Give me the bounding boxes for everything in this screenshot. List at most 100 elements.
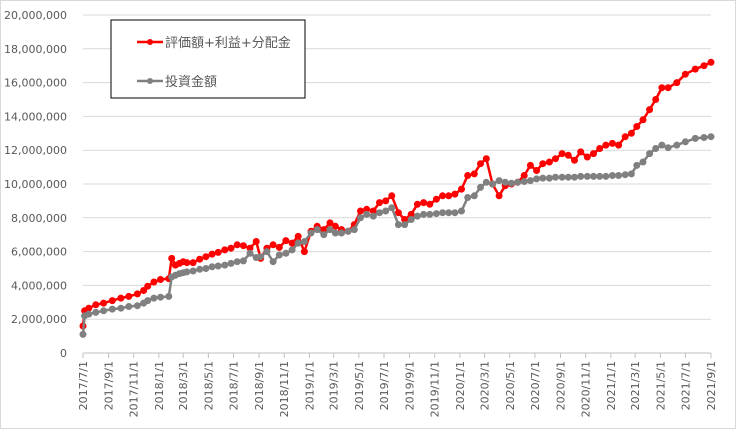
data-point	[700, 62, 708, 70]
y-tick-label: 20,000,000	[4, 9, 67, 22]
data-point	[357, 214, 364, 222]
x-tick-label: 2020/7/1	[529, 361, 542, 410]
y-tick-label: 12,000,000	[4, 144, 67, 157]
y-tick-label: 0	[60, 347, 67, 360]
data-point	[664, 84, 672, 92]
data-point	[627, 170, 635, 178]
data-point	[144, 282, 152, 290]
data-point	[564, 151, 572, 159]
data-point	[227, 244, 235, 252]
data-point	[239, 257, 247, 265]
data-point	[376, 199, 383, 207]
data-point	[144, 297, 152, 305]
data-point	[214, 262, 222, 270]
data-point	[495, 192, 503, 200]
data-point	[507, 179, 515, 187]
data-point	[501, 178, 509, 186]
x-tick-label: 2017/9/1	[103, 361, 116, 410]
data-point	[150, 278, 158, 286]
data-point	[545, 174, 553, 182]
data-point	[571, 156, 578, 164]
data-point	[608, 139, 616, 147]
y-tick-label: 10,000,000	[4, 178, 67, 191]
data-point	[394, 221, 402, 229]
data-point	[394, 209, 402, 217]
data-point	[426, 210, 434, 218]
data-point	[263, 248, 271, 256]
data-point	[208, 250, 216, 258]
data-point	[673, 141, 681, 149]
x-tick-label: 2020/3/1	[479, 361, 492, 410]
data-point	[183, 268, 191, 276]
data-point	[100, 307, 108, 315]
data-point	[621, 133, 629, 141]
data-point	[577, 172, 585, 180]
data-point	[583, 172, 591, 180]
data-point	[239, 242, 247, 250]
y-tick-label: 18,000,000	[4, 43, 67, 56]
data-point	[652, 145, 660, 152]
data-point	[489, 180, 496, 188]
data-point	[252, 238, 260, 245]
x-tick-label: 2021/3/1	[629, 361, 642, 410]
x-tick-label: 2020/1/1	[454, 361, 467, 410]
data-point	[707, 58, 715, 66]
data-point	[165, 292, 173, 300]
data-point	[646, 150, 654, 158]
data-point	[344, 227, 352, 235]
data-point	[196, 255, 204, 263]
x-tick-label: 2018/5/1	[202, 361, 215, 410]
data-point	[288, 246, 296, 254]
data-point	[282, 249, 290, 257]
data-point	[202, 265, 210, 272]
x-tick-label: 2017/11/1	[128, 361, 141, 417]
data-point	[615, 141, 623, 149]
legend-swatch-marker	[147, 39, 153, 45]
data-point	[615, 172, 623, 179]
data-point	[445, 192, 453, 200]
data-point	[300, 238, 308, 245]
data-point	[558, 173, 566, 181]
x-tick-label: 2018/3/1	[177, 361, 190, 410]
data-point	[658, 141, 666, 149]
data-point	[552, 173, 559, 181]
data-point	[269, 241, 277, 249]
data-point	[673, 79, 681, 87]
data-point	[445, 209, 453, 217]
data-point	[590, 150, 597, 158]
x-tick-label: 2019/9/1	[404, 361, 417, 410]
x-tick-label: 2019/7/1	[378, 361, 391, 410]
data-point	[633, 161, 641, 169]
data-point	[150, 294, 158, 302]
data-point	[294, 239, 302, 247]
data-point	[108, 297, 116, 305]
data-point	[221, 261, 229, 269]
data-point	[300, 248, 308, 256]
legend-swatch-marker	[147, 78, 153, 84]
data-point	[363, 210, 371, 218]
data-point	[221, 246, 229, 254]
x-tick-label: 2021/9/1	[705, 361, 718, 410]
data-point	[545, 158, 553, 166]
data-point	[92, 308, 100, 316]
data-point	[707, 133, 715, 141]
data-point	[571, 173, 578, 181]
data-point	[413, 212, 421, 220]
data-point	[288, 239, 296, 247]
data-point	[269, 258, 277, 266]
data-point	[633, 123, 641, 130]
data-point	[401, 221, 409, 229]
data-point	[275, 251, 283, 259]
data-point	[125, 292, 133, 300]
data-point	[125, 303, 133, 310]
data-point	[85, 310, 93, 318]
data-point	[700, 134, 708, 141]
data-point	[558, 150, 566, 158]
data-point	[539, 160, 547, 168]
data-point	[464, 172, 472, 179]
data-point	[388, 192, 396, 200]
data-point	[520, 172, 528, 179]
data-point	[100, 299, 108, 307]
y-tick-label: 2,000,000	[11, 313, 67, 326]
